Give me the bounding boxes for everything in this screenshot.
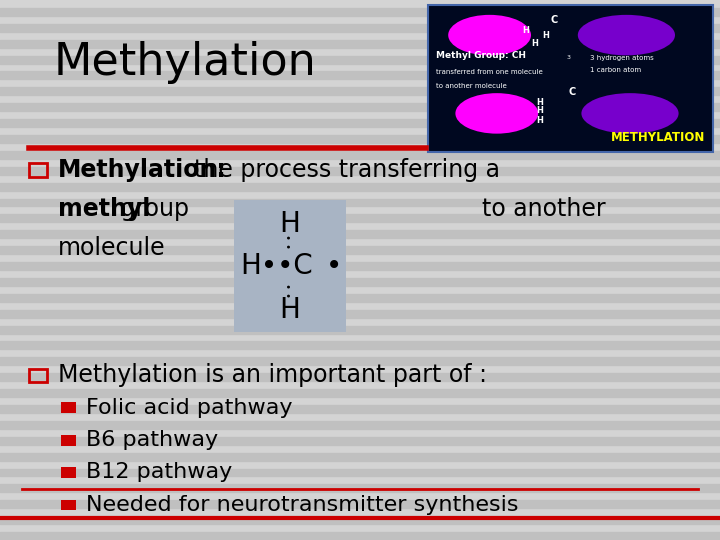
- Text: H: H: [279, 296, 300, 324]
- Bar: [61, 402, 76, 413]
- Bar: [0, 516, 720, 524]
- Bar: [0, 421, 720, 429]
- Text: • •: • •: [285, 283, 294, 298]
- Bar: [0, 453, 720, 461]
- Text: H••C: H••C: [240, 252, 312, 280]
- Bar: [0, 71, 720, 79]
- Bar: [0, 151, 720, 159]
- Bar: [0, 56, 720, 64]
- Bar: [0, 214, 720, 222]
- Bar: [0, 437, 720, 445]
- Text: transferred from one molecule: transferred from one molecule: [436, 69, 542, 75]
- Text: group: group: [113, 197, 189, 221]
- Bar: [0, 326, 720, 334]
- FancyBboxPatch shape: [234, 200, 346, 332]
- Bar: [0, 199, 720, 206]
- Bar: [0, 119, 720, 127]
- Text: H: H: [542, 31, 549, 40]
- Text: Methylation is an important part of :: Methylation is an important part of :: [58, 363, 487, 387]
- Bar: [0, 87, 720, 95]
- Bar: [29, 368, 47, 382]
- Bar: [0, 484, 720, 492]
- Text: to another: to another: [482, 197, 606, 221]
- Text: 3: 3: [567, 55, 571, 60]
- Text: B12 pathway: B12 pathway: [86, 462, 233, 483]
- Bar: [0, 230, 720, 238]
- Ellipse shape: [582, 93, 679, 134]
- Text: the process transferring a: the process transferring a: [179, 158, 500, 182]
- Bar: [61, 500, 76, 510]
- Text: Methyl Group: CH: Methyl Group: CH: [436, 51, 526, 60]
- Bar: [61, 467, 76, 478]
- Text: H: H: [279, 210, 300, 238]
- Text: H: H: [531, 39, 539, 48]
- Text: 3 hydrogen atoms: 3 hydrogen atoms: [590, 55, 654, 61]
- Bar: [0, 262, 720, 270]
- Bar: [0, 167, 720, 175]
- Bar: [0, 294, 720, 302]
- Ellipse shape: [577, 15, 675, 56]
- Bar: [0, 103, 720, 111]
- Bar: [0, 310, 720, 318]
- Bar: [0, 135, 720, 143]
- Bar: [0, 341, 720, 349]
- Bar: [0, 500, 720, 508]
- Text: H: H: [536, 106, 544, 116]
- Bar: [0, 532, 720, 540]
- Bar: [0, 469, 720, 476]
- Text: molecule: molecule: [58, 236, 165, 260]
- Text: H: H: [536, 116, 544, 125]
- Text: METHYLATION: METHYLATION: [611, 131, 706, 144]
- Bar: [0, 405, 720, 413]
- Text: Needed for neurotransmitter synthesis: Needed for neurotransmitter synthesis: [86, 495, 519, 515]
- Text: H: H: [536, 98, 544, 107]
- Ellipse shape: [455, 93, 538, 134]
- Text: C: C: [551, 15, 558, 25]
- Text: C: C: [569, 87, 576, 98]
- Bar: [0, 389, 720, 397]
- FancyBboxPatch shape: [428, 5, 713, 152]
- Bar: [29, 163, 47, 177]
- Text: Methylation: Methylation: [54, 40, 317, 84]
- Text: 1 carbon atom: 1 carbon atom: [590, 68, 642, 73]
- Text: •: •: [325, 252, 342, 280]
- Text: • •: • •: [285, 234, 294, 249]
- Text: Methylation:: Methylation:: [58, 158, 226, 182]
- Bar: [0, 357, 720, 365]
- Bar: [0, 278, 720, 286]
- Bar: [0, 183, 720, 191]
- Text: H: H: [522, 26, 529, 35]
- Bar: [0, 8, 720, 16]
- Ellipse shape: [448, 15, 531, 56]
- Text: Folic acid pathway: Folic acid pathway: [86, 397, 293, 418]
- Text: to another molecule: to another molecule: [436, 83, 506, 89]
- Bar: [61, 435, 76, 446]
- Bar: [0, 373, 720, 381]
- Bar: [0, 246, 720, 254]
- Text: methyl: methyl: [58, 197, 150, 221]
- Text: B6 pathway: B6 pathway: [86, 430, 219, 450]
- Bar: [0, 40, 720, 48]
- Bar: [0, 24, 720, 32]
